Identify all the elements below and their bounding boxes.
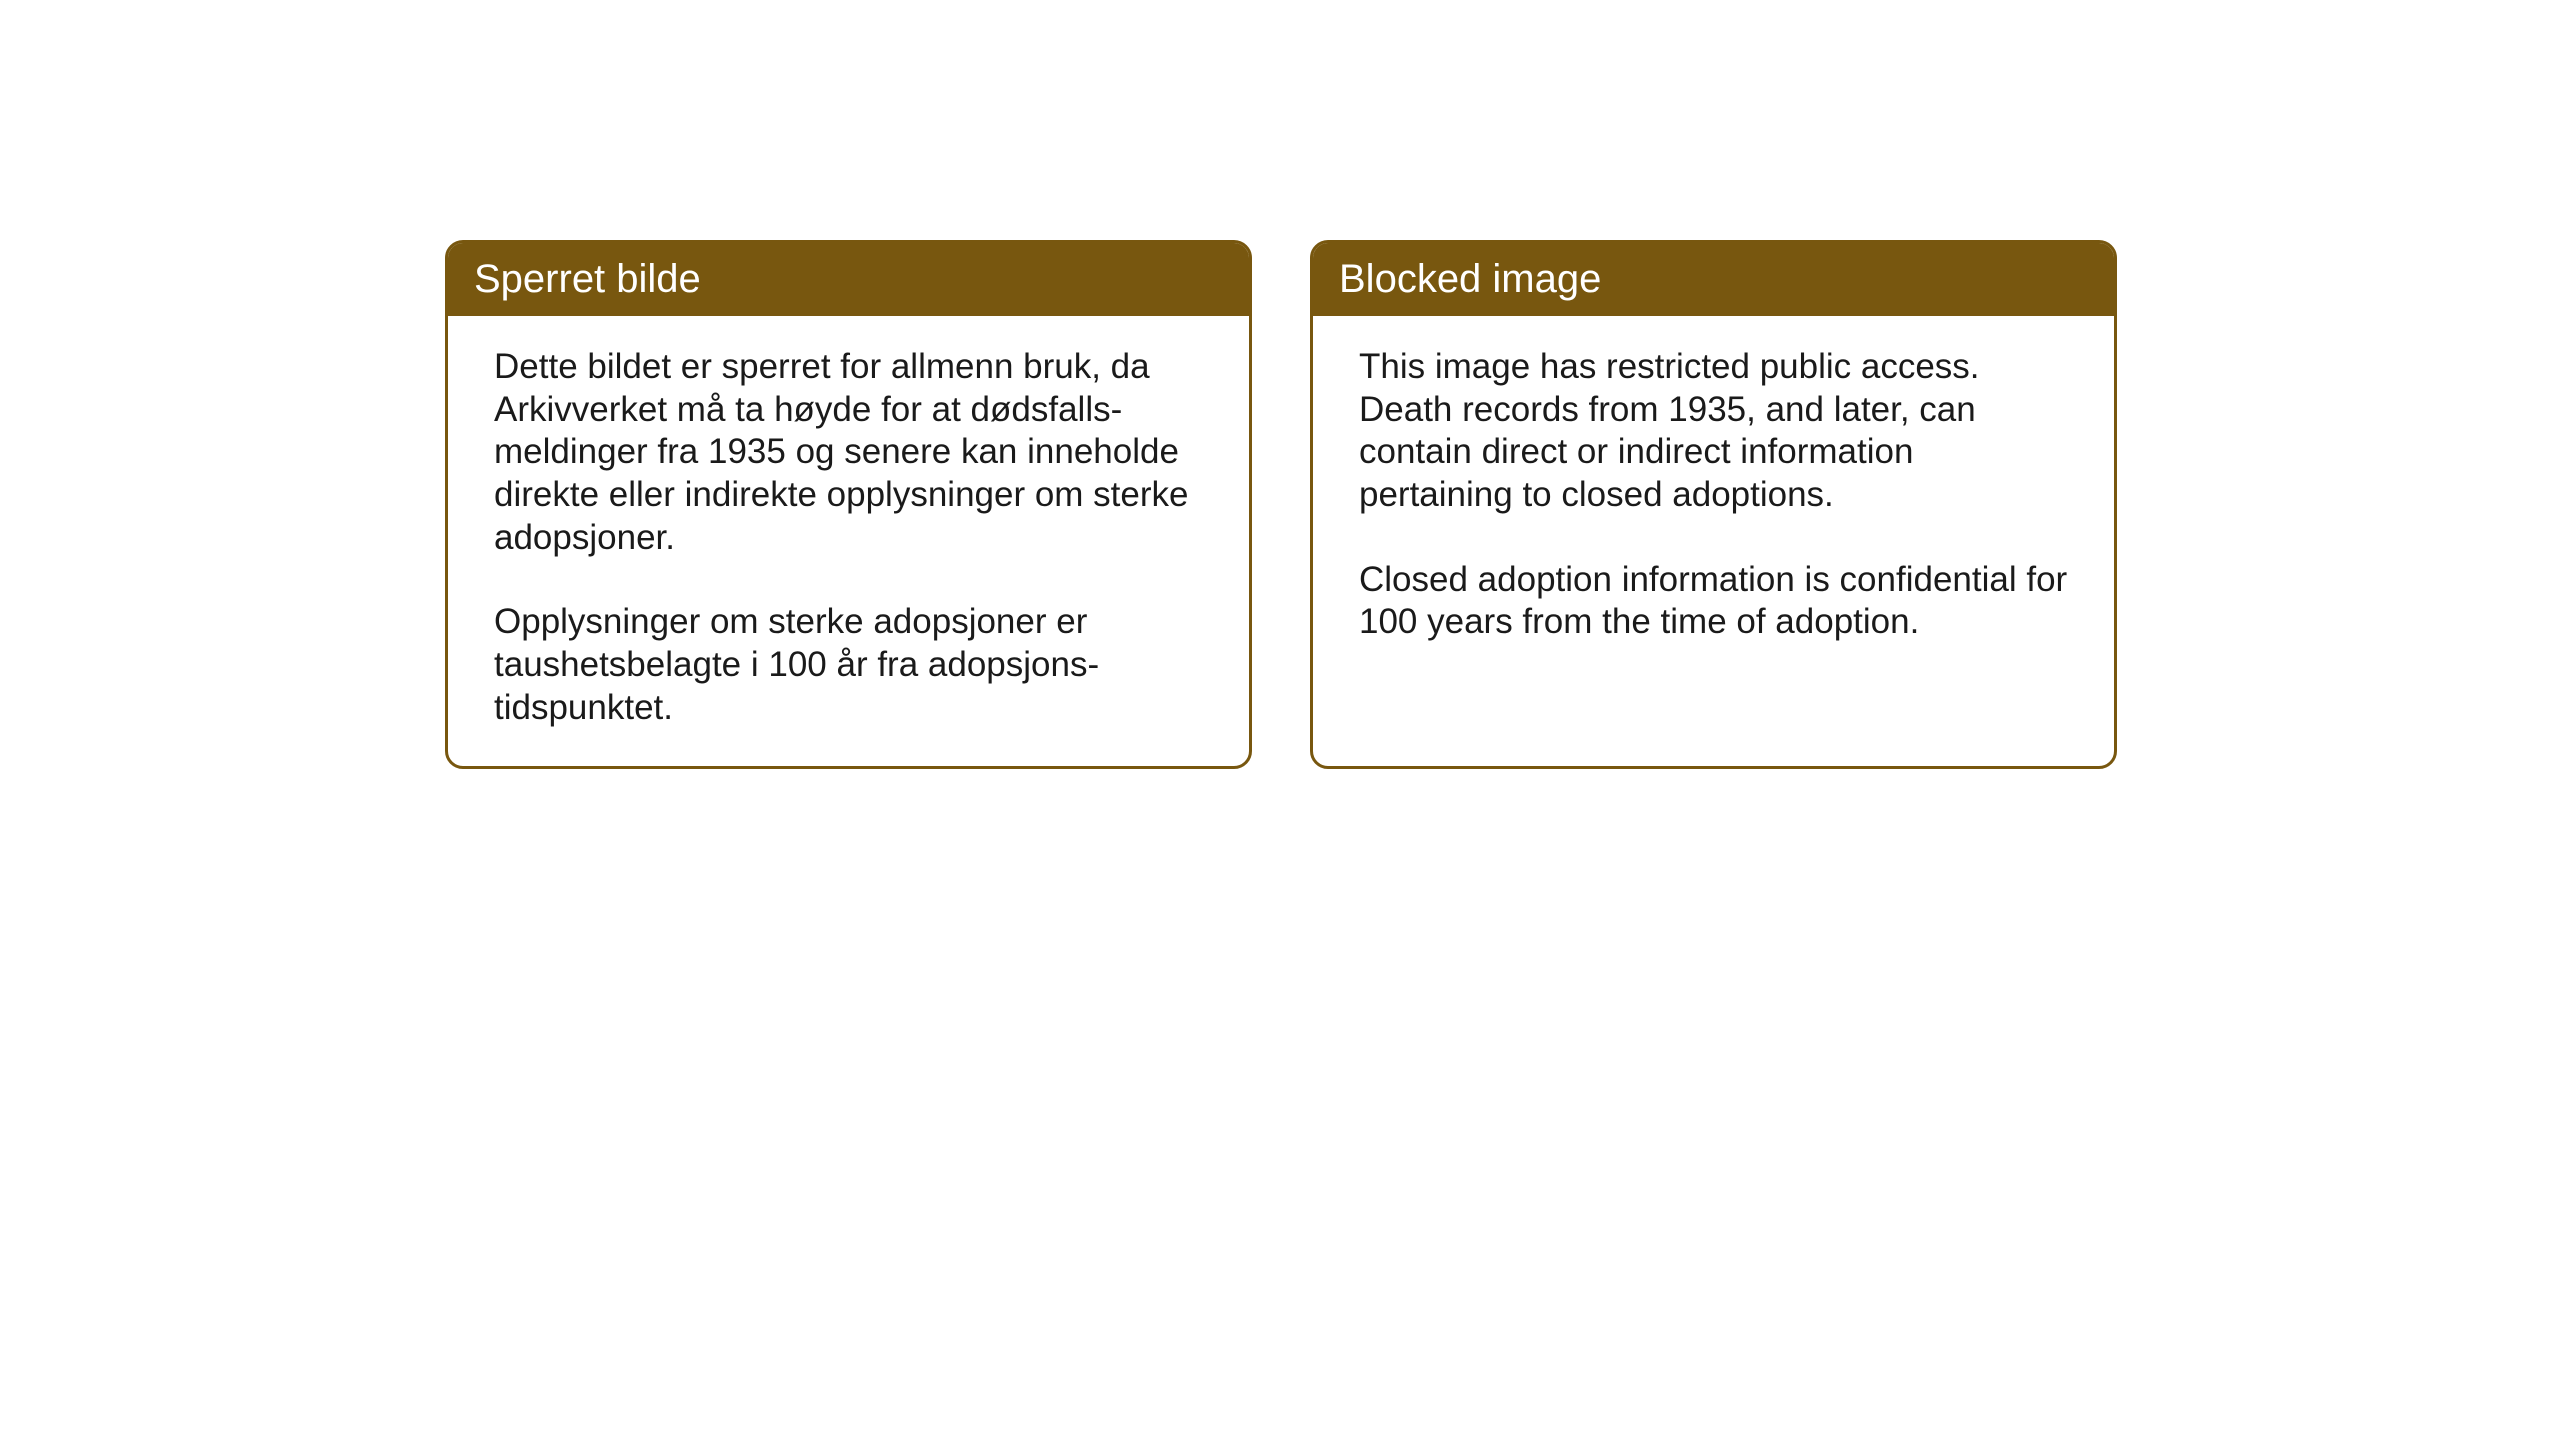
card-norwegian: Sperret bilde Dette bildet er sperret fo… [445, 240, 1252, 769]
card-title-english: Blocked image [1339, 257, 1601, 301]
card-header-norwegian: Sperret bilde [448, 243, 1249, 316]
card-body-english: This image has restricted public access.… [1313, 316, 2114, 680]
paragraph-english-1: This image has restricted public access.… [1359, 346, 2068, 517]
card-title-norwegian: Sperret bilde [474, 257, 701, 301]
card-body-norwegian: Dette bildet er sperret for allmenn bruk… [448, 316, 1249, 766]
paragraph-norwegian-2: Opplysninger om sterke adopsjoner er tau… [494, 601, 1203, 729]
paragraph-english-2: Closed adoption information is confident… [1359, 559, 2068, 644]
paragraph-norwegian-1: Dette bildet er sperret for allmenn bruk… [494, 346, 1203, 559]
card-header-english: Blocked image [1313, 243, 2114, 316]
card-english: Blocked image This image has restricted … [1310, 240, 2117, 769]
notice-container: Sperret bilde Dette bildet er sperret fo… [445, 240, 2117, 769]
